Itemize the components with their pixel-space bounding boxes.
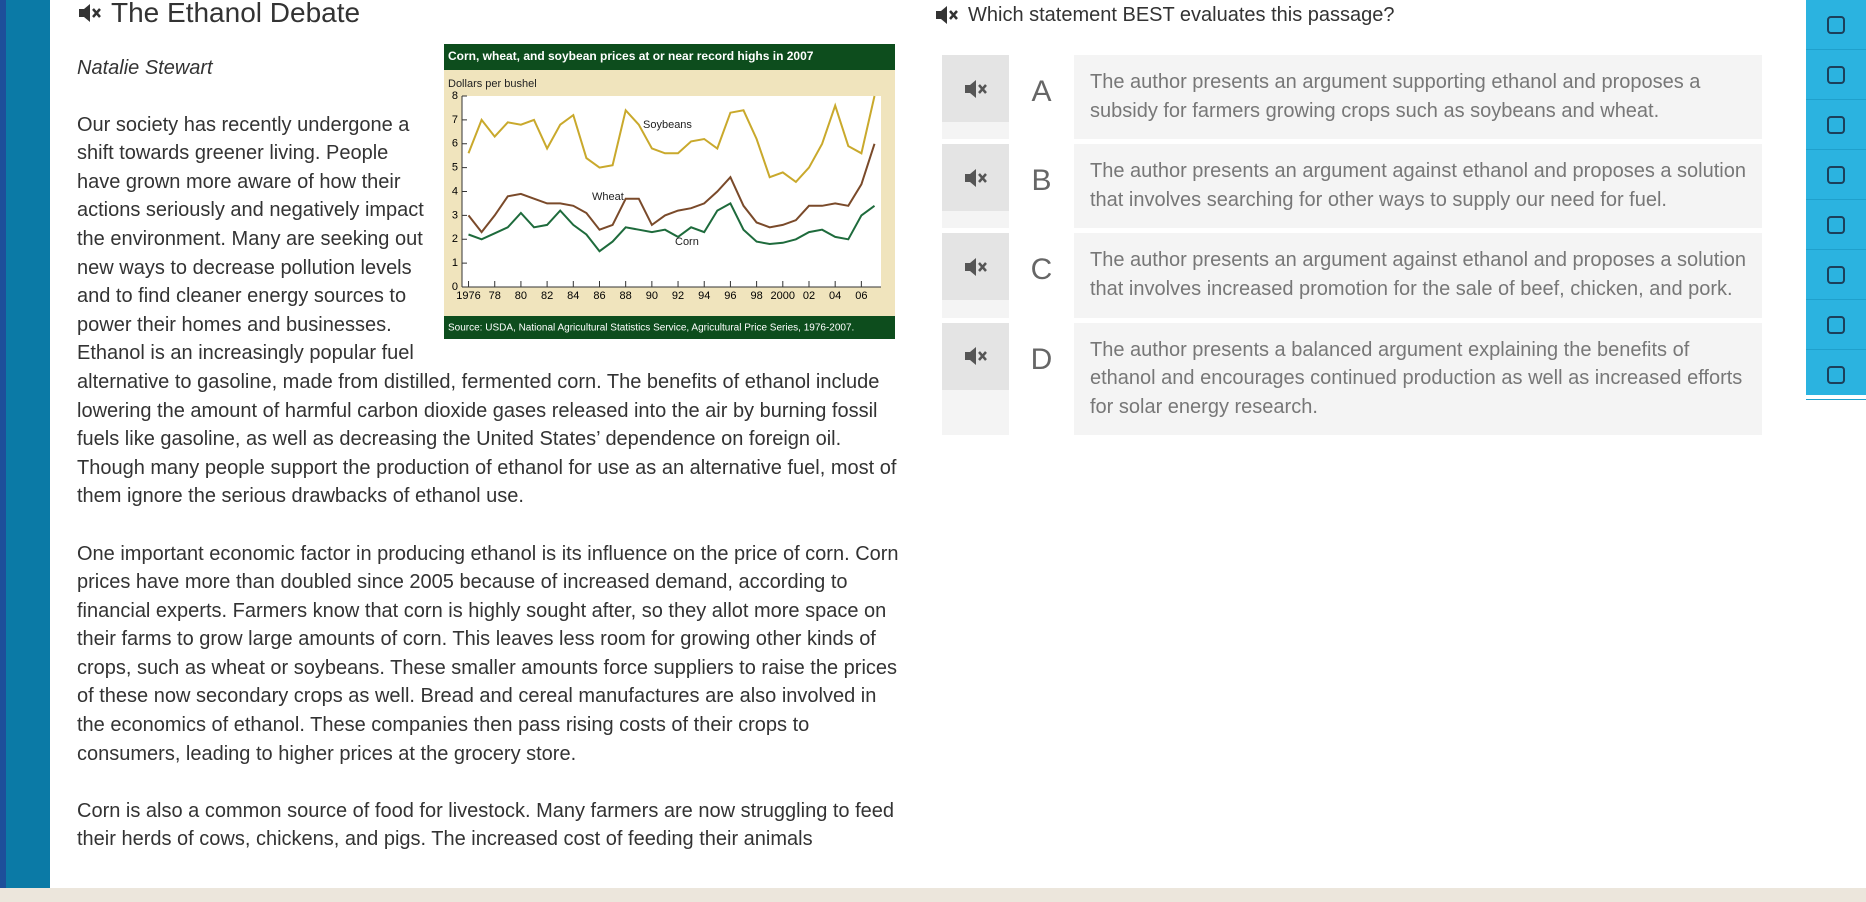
y-tick-label: 4 bbox=[452, 185, 458, 197]
sidebar-button[interactable] bbox=[1806, 200, 1866, 250]
sidebar-icon bbox=[1827, 65, 1845, 84]
sidebar-icon bbox=[1827, 215, 1845, 234]
mute-cell bbox=[942, 55, 1009, 140]
choices: A The author presents an argument support… bbox=[942, 55, 1762, 440]
sidebar-icon bbox=[1827, 165, 1845, 184]
choice[interactable]: A The author presents an argument support… bbox=[942, 55, 1762, 140]
series-line bbox=[468, 202, 876, 253]
x-tick-label: 2000 bbox=[771, 290, 795, 302]
mute-icon bbox=[964, 347, 987, 366]
choice-letter: D bbox=[1009, 322, 1074, 436]
chart-title: Corn, wheat, and soybean prices at or ne… bbox=[448, 49, 814, 63]
sidebar-button[interactable] bbox=[1806, 300, 1866, 350]
passage-title: The Ethanol Debate bbox=[111, 0, 361, 28]
y-axis-label: Dollars per bushel bbox=[448, 78, 537, 90]
x-tick-label: 84 bbox=[567, 290, 579, 302]
mute-cell bbox=[942, 233, 1009, 318]
y-tick-label: 7 bbox=[452, 114, 458, 126]
x-tick-label: 88 bbox=[620, 290, 632, 302]
x-tick-label: 98 bbox=[750, 290, 762, 302]
x-tick-label: 82 bbox=[541, 290, 553, 302]
sidebar-button[interactable] bbox=[1806, 0, 1866, 50]
chart-source: Source: USDA, National Agricultural Stat… bbox=[448, 323, 854, 334]
passage-header: The Ethanol Debate bbox=[77, 0, 899, 30]
choice-text: The author presents an argument supporti… bbox=[1090, 71, 1701, 122]
x-tick-label: 86 bbox=[593, 290, 605, 302]
mute-button[interactable] bbox=[942, 322, 1009, 390]
choice[interactable]: C The author presents an argument against… bbox=[942, 233, 1762, 318]
paragraph: One important economic factor in produci… bbox=[77, 542, 899, 765]
x-tick-label: 02 bbox=[803, 290, 815, 302]
mute-button[interactable] bbox=[942, 144, 1009, 212]
series-label: Wheat bbox=[592, 191, 624, 203]
author: Natalie Stewart bbox=[77, 57, 213, 79]
sidebar-button[interactable] bbox=[1806, 100, 1866, 150]
choice-letter: A bbox=[1009, 55, 1074, 140]
sidebar-icon bbox=[1827, 115, 1845, 134]
chart-header bbox=[444, 44, 895, 70]
series-line bbox=[467, 95, 876, 184]
y-tick-label: 0 bbox=[452, 281, 458, 293]
mute-button[interactable] bbox=[942, 55, 1009, 122]
passage: The Ethanol Debate Corn, wheat, and soyb… bbox=[77, 0, 899, 888]
question-header: Which statement BEST evaluates this pass… bbox=[934, 0, 1395, 30]
y-tick-label: 6 bbox=[452, 138, 458, 150]
x-tick-label: 92 bbox=[672, 290, 684, 302]
mute-cell bbox=[942, 322, 1009, 436]
x-tick-label: 80 bbox=[515, 290, 527, 302]
series-label: Soybeans bbox=[643, 119, 692, 131]
y-tick-label: 5 bbox=[452, 162, 458, 174]
y-tick-label: 3 bbox=[452, 209, 458, 221]
series-line bbox=[467, 143, 876, 234]
sidebar-icon bbox=[1827, 15, 1845, 34]
plot-area bbox=[462, 96, 881, 287]
x-tick-label: 90 bbox=[646, 290, 658, 302]
sidebar-icon bbox=[1827, 365, 1845, 384]
sidebar-icon bbox=[1827, 315, 1845, 334]
x-tick-label: 94 bbox=[698, 290, 710, 302]
x-tick-label: 1976 bbox=[456, 290, 480, 302]
choice-text: The author presents an argument against … bbox=[1090, 249, 1746, 300]
paragraph: Our society has recently undergone a shi… bbox=[77, 113, 897, 508]
mute-button[interactable] bbox=[934, 4, 960, 26]
mute-button[interactable] bbox=[77, 2, 103, 24]
choice-text: The author presents an argument against … bbox=[1090, 160, 1746, 211]
sidebar-button[interactable] bbox=[1806, 50, 1866, 100]
y-tick-label: 8 bbox=[452, 90, 458, 102]
sidebar-button[interactable] bbox=[1806, 350, 1866, 400]
x-tick-label: 04 bbox=[829, 290, 841, 302]
sidebar-button[interactable] bbox=[1806, 150, 1866, 200]
question-text: Which statement BEST evaluates this pass… bbox=[968, 3, 1395, 26]
choice-text: The author presents a balanced argument … bbox=[1090, 338, 1743, 418]
mute-icon bbox=[964, 79, 987, 98]
mute-button[interactable] bbox=[942, 233, 1009, 301]
source-bar bbox=[444, 316, 895, 339]
sidebar bbox=[1806, 0, 1866, 400]
mute-cell bbox=[942, 144, 1009, 229]
left-strip bbox=[0, 0, 50, 888]
chart: Corn, wheat, and soybean prices at or ne… bbox=[444, 44, 895, 339]
x-tick-label: 06 bbox=[855, 290, 867, 302]
sidebar-button[interactable] bbox=[1806, 250, 1866, 300]
x-tick-label: 96 bbox=[724, 290, 736, 302]
paragraph: Corn is also a common source of food for… bbox=[77, 799, 895, 851]
x-tick-label: 78 bbox=[489, 290, 501, 302]
choice-letter: B bbox=[1009, 144, 1074, 229]
bottom-bar bbox=[0, 888, 1866, 902]
y-tick-label: 1 bbox=[452, 257, 458, 269]
sidebar-icon bbox=[1827, 265, 1845, 284]
series-label: Corn bbox=[675, 236, 699, 248]
mute-icon bbox=[964, 257, 987, 276]
chart-figure: Corn, wheat, and soybean prices at or ne… bbox=[444, 44, 895, 339]
mute-icon bbox=[964, 168, 987, 187]
y-tick-label: 2 bbox=[452, 233, 458, 245]
choice-letter: C bbox=[1009, 233, 1074, 318]
choice[interactable]: D The author presents a balanced argument… bbox=[942, 322, 1762, 436]
choice[interactable]: B The author presents an argument against… bbox=[942, 144, 1762, 229]
